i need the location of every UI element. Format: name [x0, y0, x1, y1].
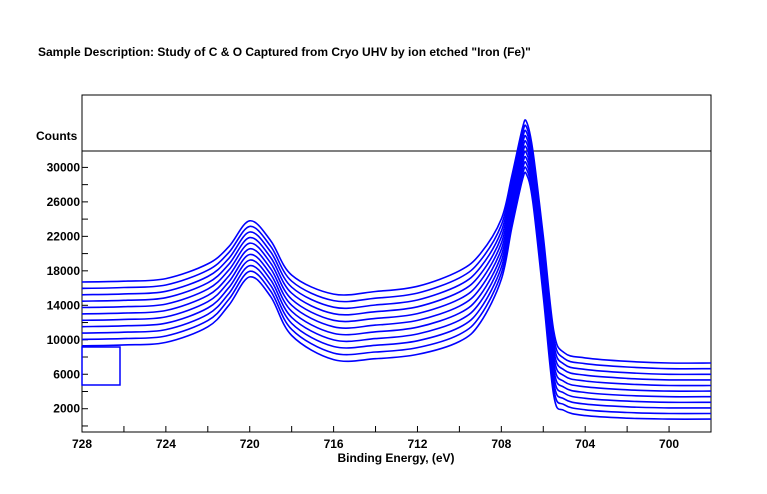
spectra-series — [81, 119, 712, 420]
series-line-2 — [81, 124, 712, 370]
y-tick-label: 18000 — [47, 264, 81, 278]
x-axis-ticks: 728 724 720 716 712 708 704 700 — [72, 426, 712, 451]
series-line-7 — [81, 150, 712, 398]
y-tick-label: 22000 — [47, 229, 81, 243]
series-line-11 — [81, 171, 712, 420]
series-line-9 — [81, 161, 712, 409]
y-tick-label: 30000 — [47, 160, 81, 174]
y-tick-label: 2000 — [53, 402, 80, 416]
x-tick-label: 724 — [156, 437, 176, 451]
y-axis-label: Counts — [36, 129, 78, 143]
x-tick-label: 704 — [575, 437, 595, 451]
x-tick-label: 700 — [659, 437, 679, 451]
series-line-1 — [81, 119, 712, 364]
x-tick-label: 708 — [491, 437, 511, 451]
x-tick-label: 716 — [324, 437, 344, 451]
chart-title: Sample Description: Study of C & O Captu… — [38, 45, 531, 59]
inset-box — [81, 346, 121, 386]
plot-frame — [81, 94, 712, 433]
y-tick-label: 14000 — [47, 298, 81, 312]
x-tick-label: 728 — [72, 437, 92, 451]
series-line-10 — [81, 166, 712, 415]
y-tick-label: 26000 — [47, 195, 81, 209]
series-line-8 — [81, 155, 712, 404]
y-tick-label: 6000 — [53, 367, 80, 381]
series-line-3 — [81, 129, 712, 376]
y-tick-label: 10000 — [47, 333, 81, 347]
series-line-4 — [81, 134, 712, 381]
x-tick-label: 712 — [407, 437, 427, 451]
x-tick-label: 720 — [240, 437, 260, 451]
x-axis-label: Binding Energy, (eV) — [337, 451, 454, 465]
series-line-6 — [81, 145, 712, 392]
series-line-5 — [81, 140, 712, 387]
